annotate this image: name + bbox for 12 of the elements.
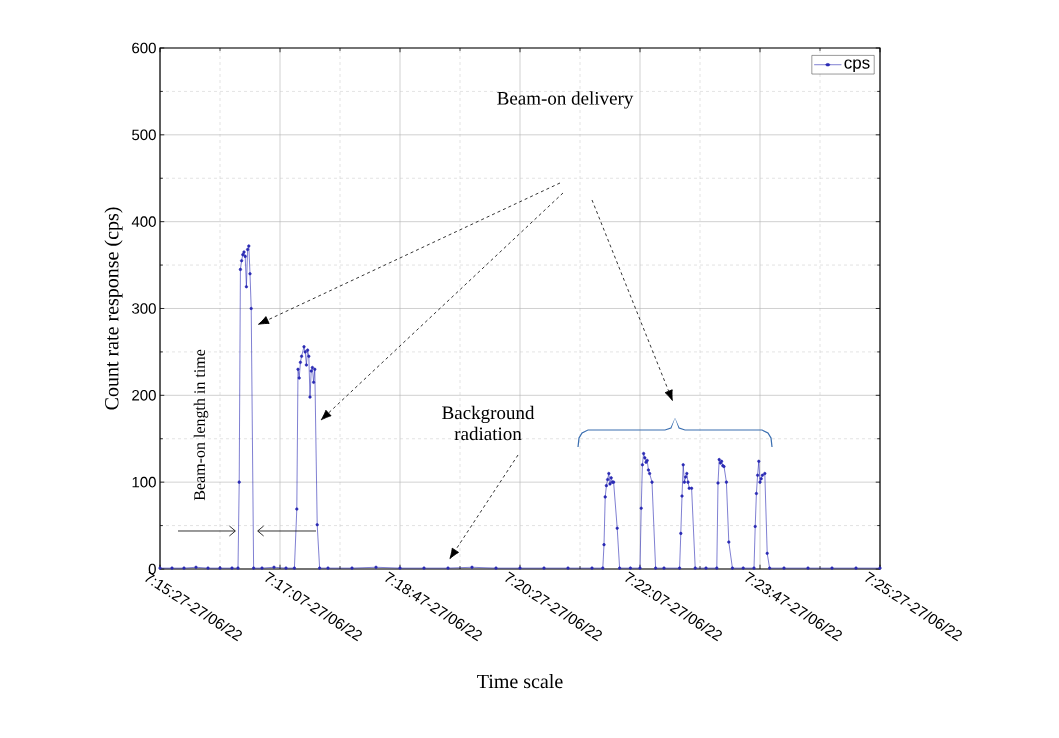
y-tick-label: 400 <box>131 216 156 227</box>
legend-label: cps <box>844 59 870 73</box>
y-tick-label: 200 <box>132 390 156 401</box>
x-axis-title: Time scale <box>477 674 563 689</box>
y-tick-label: 300 <box>132 303 156 314</box>
y-tick-label: 600 <box>132 42 156 54</box>
y-tick-label: 100 <box>132 476 156 488</box>
annotation: Beam-on delivery <box>497 91 634 109</box>
y-tick-label: 500 <box>132 129 156 141</box>
y-axis-title: Count rate response (cps) <box>104 207 123 410</box>
annotation: Beam-on length in time <box>193 349 209 501</box>
annotation: Background radiation <box>442 405 535 441</box>
